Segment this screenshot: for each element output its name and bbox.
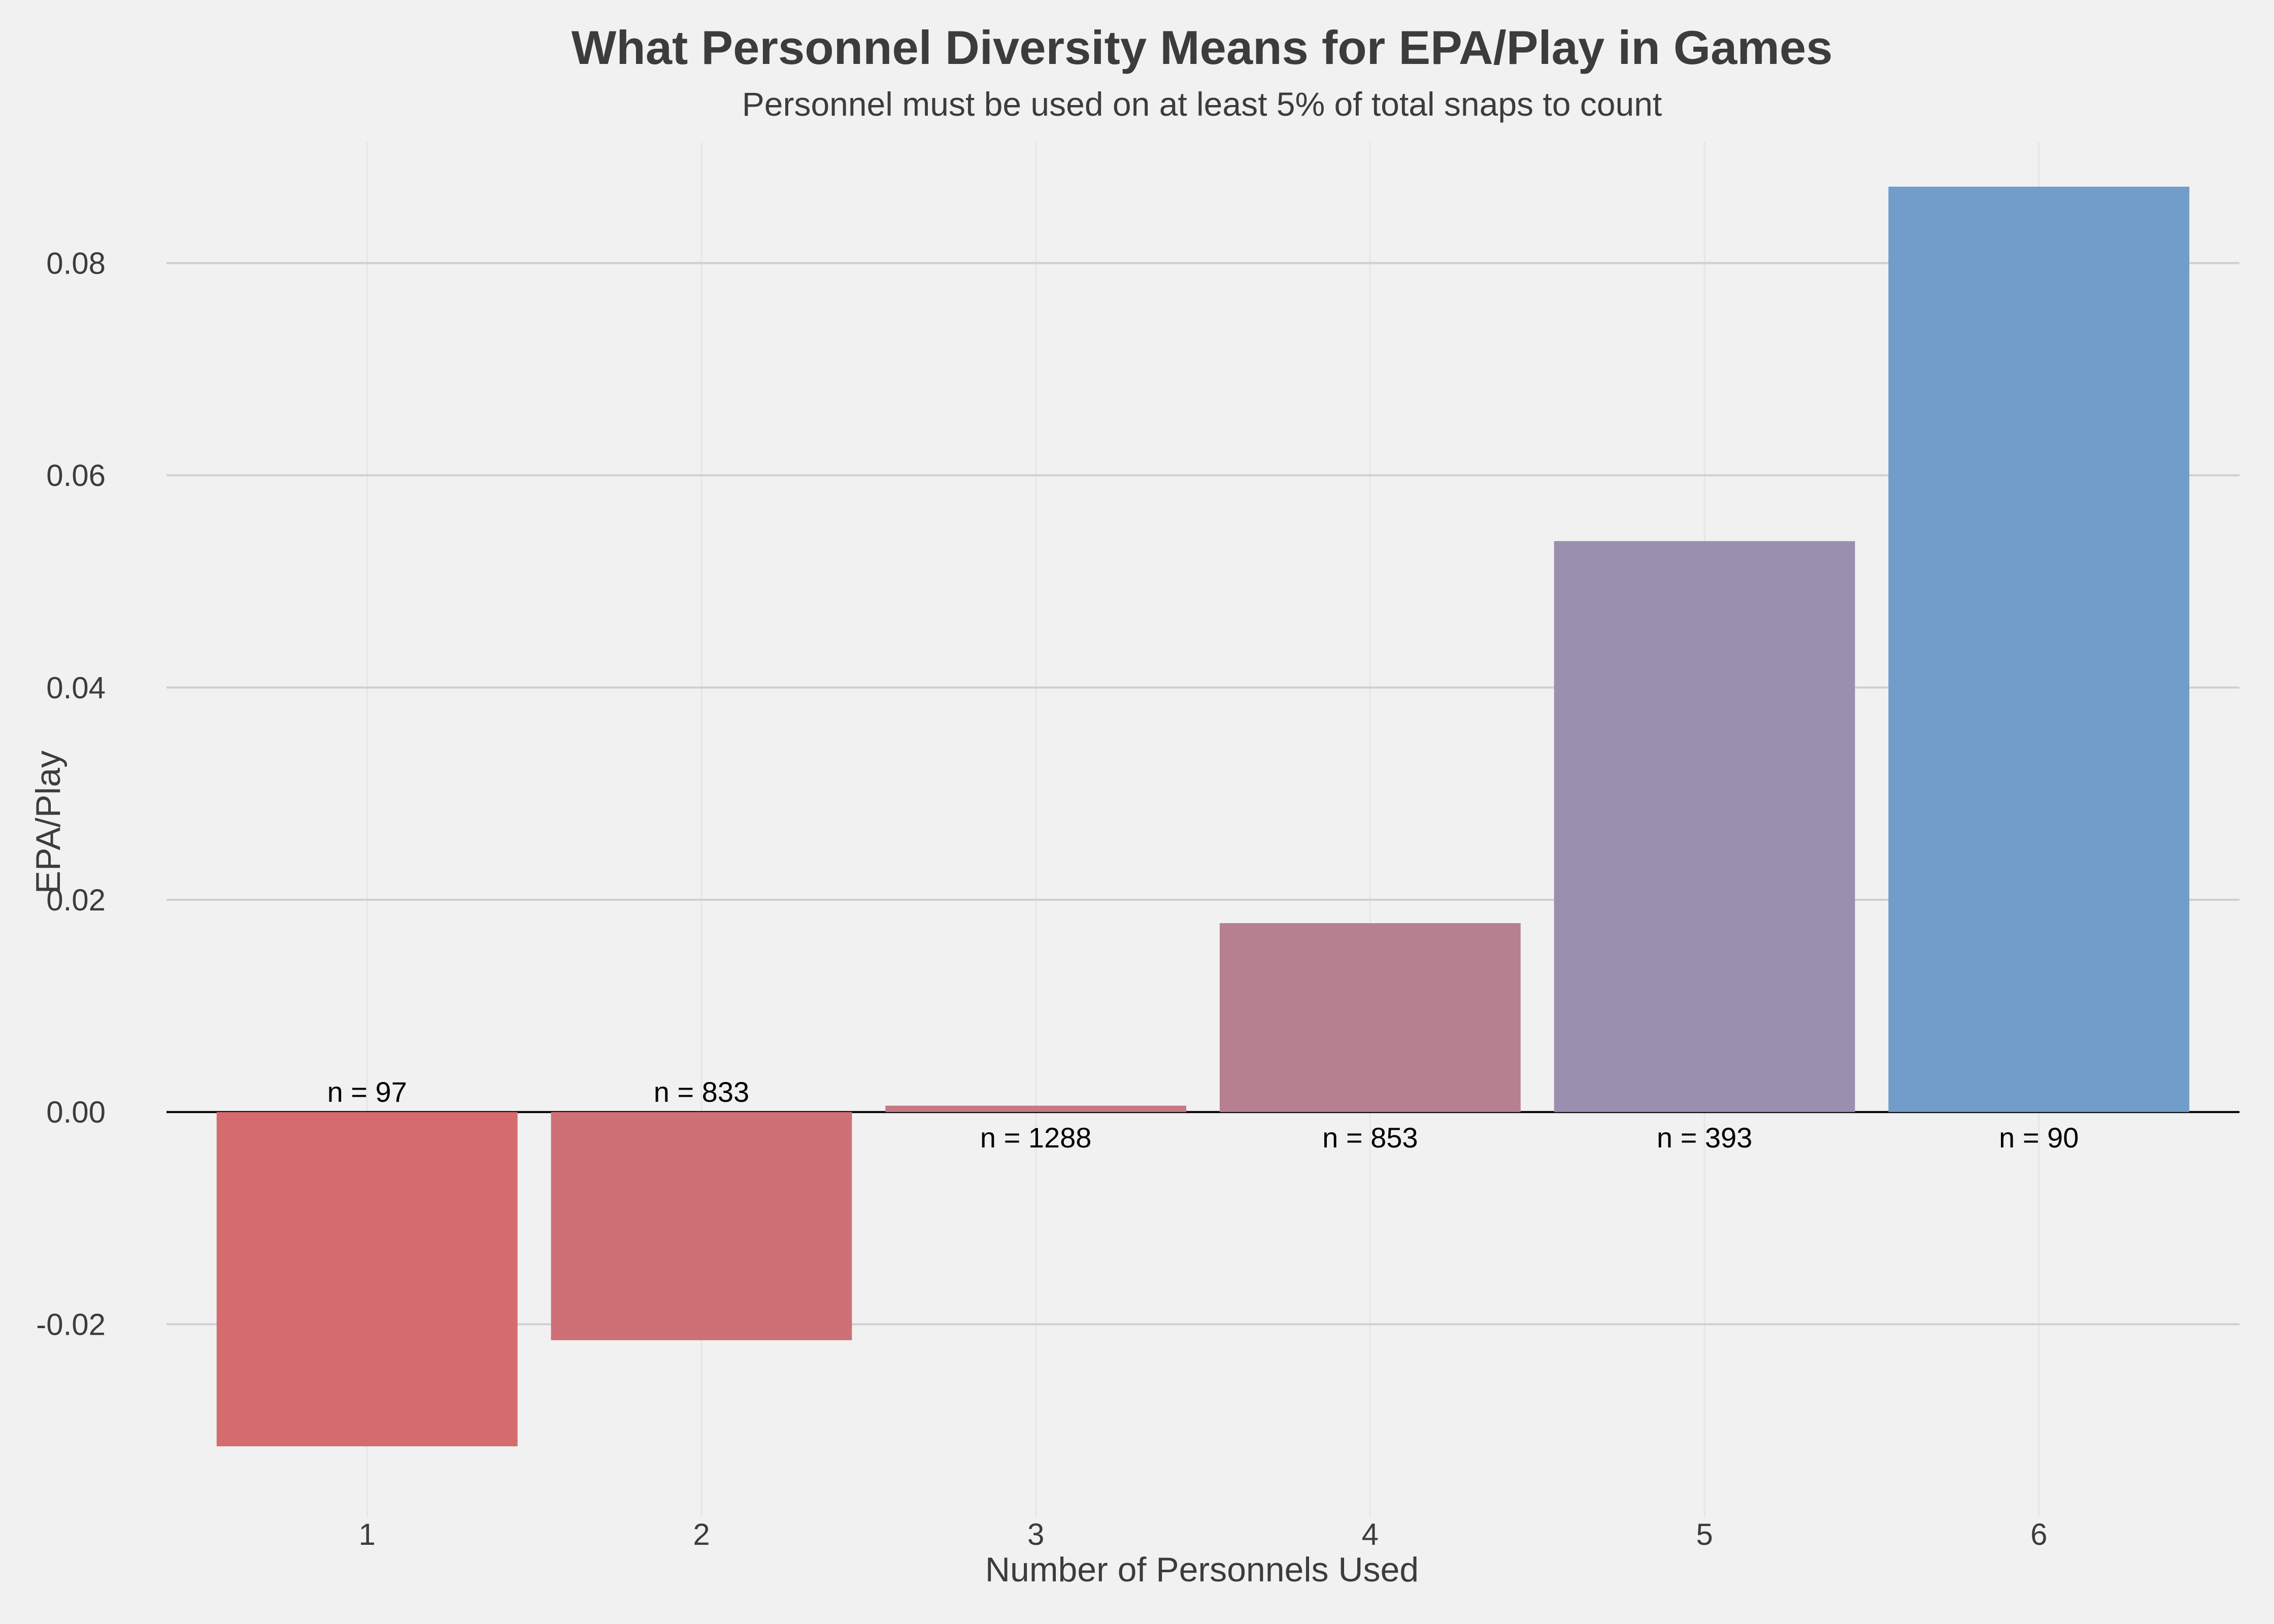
bar-5 <box>1554 541 1855 1112</box>
x-tick-label: 3 <box>1027 1517 1044 1551</box>
y-tick-label: 0.08 <box>46 246 106 280</box>
x-tick-label: 5 <box>1696 1517 1713 1551</box>
y-tick-label: 0.02 <box>46 883 106 917</box>
bar-6 <box>1888 186 2190 1112</box>
y-tick-label: 0.04 <box>46 671 106 705</box>
y-tick-label: -0.02 <box>36 1307 106 1341</box>
chart-subtitle: Personnel must be used on at least 5% of… <box>742 85 1662 123</box>
bar-3 <box>885 1105 1187 1112</box>
bar-2 <box>551 1112 852 1340</box>
bar-count-label: n = 97 <box>327 1076 407 1108</box>
x-tick-label: 6 <box>2030 1517 2047 1551</box>
bar-count-label: n = 393 <box>1657 1122 1752 1154</box>
chart-title: What Personnel Diversity Means for EPA/P… <box>572 21 1833 74</box>
labels-layer: -0.02 0.00 0.02 0.04 0.06 0.08 n = 97 n = 833 n … <box>36 246 2079 1551</box>
y-axis-label: EPA/Play <box>29 751 68 894</box>
bar-4 <box>1219 923 1521 1112</box>
bar-1 <box>216 1112 518 1446</box>
x-axis-label: Number of Personnels Used <box>985 1550 1419 1589</box>
x-tick-label: 2 <box>693 1517 710 1551</box>
bar-count-label: n = 1288 <box>980 1122 1092 1154</box>
x-tick-label: 4 <box>1362 1517 1379 1551</box>
y-tick-label: 0.00 <box>46 1095 106 1129</box>
bar-count-label: n = 833 <box>654 1076 749 1108</box>
x-tick-label: 1 <box>359 1517 376 1551</box>
bar-count-label: n = 90 <box>1999 1122 2079 1154</box>
bars-layer <box>216 186 2190 1446</box>
y-tick-label: 0.06 <box>46 459 106 493</box>
bar-count-label: n = 853 <box>1322 1122 1418 1154</box>
